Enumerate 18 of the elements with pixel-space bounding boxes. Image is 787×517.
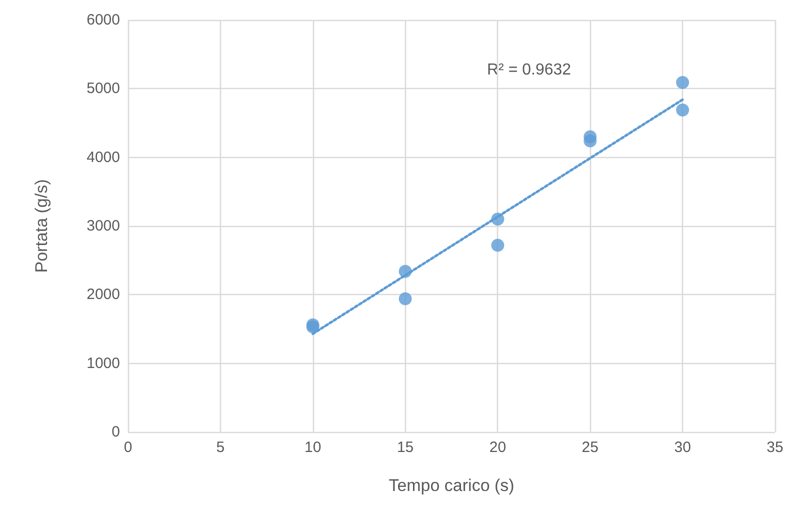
y-tick-label: 6000 xyxy=(86,12,120,28)
x-axis-title: Tempo carico (s) xyxy=(388,476,514,495)
y-tick-label: 4000 xyxy=(86,148,120,166)
y-tick-label: 0 xyxy=(112,424,120,440)
y-tick-label: 1000 xyxy=(86,354,120,372)
x-tick-label: 20 xyxy=(489,439,506,456)
x-tick-label: 15 xyxy=(396,439,414,456)
y-axis-title: Portata (g/s) xyxy=(32,179,51,273)
x-tick-label: 0 xyxy=(124,439,132,456)
y-tick-label: 2000 xyxy=(86,286,120,304)
annotation: R² = 0.9632 xyxy=(487,62,572,78)
x-tick-label: 35 xyxy=(766,439,784,456)
x-tick-label: 25 xyxy=(582,439,598,456)
x-tick-label: 30 xyxy=(674,439,691,456)
x-tick-label: 5 xyxy=(216,439,225,456)
y-tick-label: 5000 xyxy=(86,80,120,98)
y-tick-label: 3000 xyxy=(86,218,120,234)
x-tick-label: 10 xyxy=(304,439,322,456)
